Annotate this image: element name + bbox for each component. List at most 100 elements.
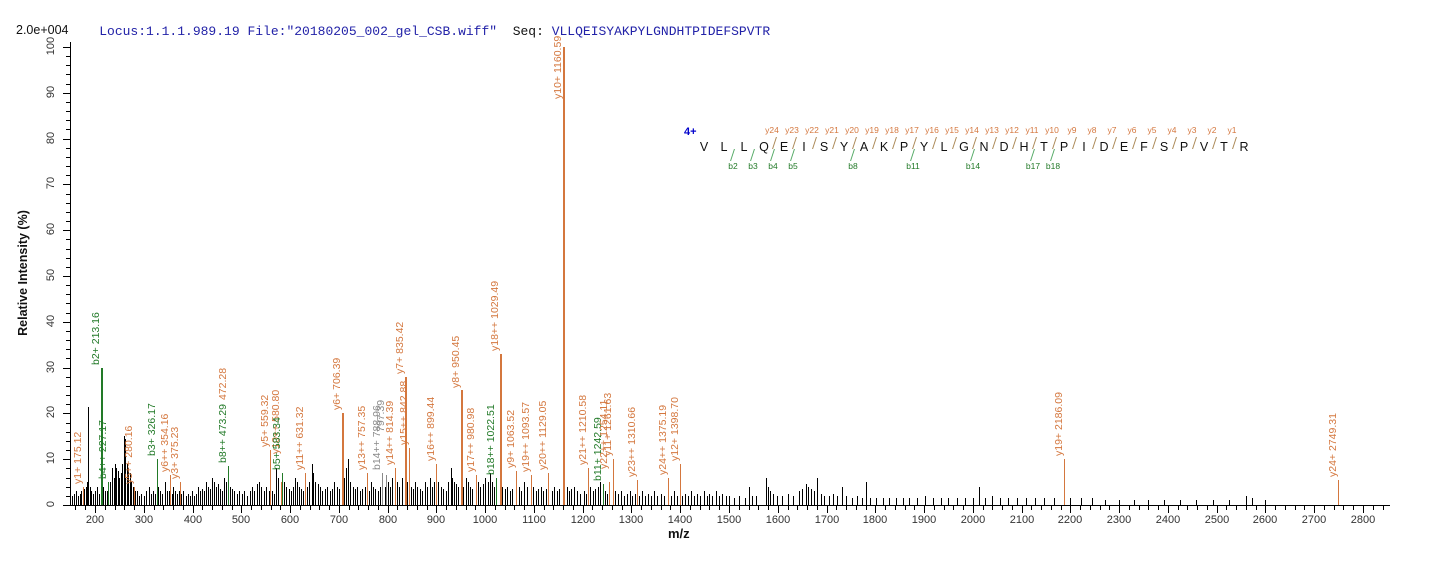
y-ion-label: y19 [865,125,879,135]
noise-peak [312,464,313,505]
y-axis-title: Relative Intensity (%) [16,210,30,336]
noise-peak [492,482,493,505]
x-tick [914,506,915,510]
noise-peak [833,494,834,505]
y-tick-label: 100 [45,36,57,56]
noise-peak [925,496,926,505]
noise-peak [373,487,374,505]
noise-peak [756,496,757,505]
x-tick [1061,506,1062,510]
noise-peak [734,498,735,505]
x-tick [1383,506,1384,510]
noise-peak [842,487,843,505]
x-tick [544,506,545,510]
noise-peak [128,468,129,505]
x-tick [1285,506,1286,510]
peak-label: b4++ 227.17 [97,420,109,480]
residue-letter: H [1019,140,1029,154]
header-line: Locus:1.1.1.989.19 File:"20180205_002_ge… [68,9,770,54]
y-ion-label: y12 [1005,125,1019,135]
y-tick [66,212,70,213]
x-tick [163,506,164,510]
sequence-text: VLLQEISYAKPYLGNDHTPIDEFSPVTR [551,24,771,39]
x-tick [1041,506,1042,510]
x-tick [788,506,789,510]
noise-peak [369,491,370,505]
noise-peak [278,478,279,505]
b-ion-label: b8 [848,161,858,171]
ion-peak [409,448,410,505]
noise-peak [165,482,166,505]
noise-peak [1265,500,1266,505]
noise-peak [390,487,391,505]
peak-label: y18++ 1029.49 [489,280,501,351]
y-ion-label: y11 [1025,125,1039,135]
noise-peak [773,494,774,505]
ion-peak [476,475,477,505]
noise-peak [1246,496,1247,505]
peak-label: y11+ 1261.63 [602,393,614,457]
noise-peak [448,482,449,505]
peak-label: y10+ 1160.59 [552,35,564,99]
y-ion-label: y6 [1127,125,1137,135]
noise-peak [598,487,599,505]
x-tick [505,506,506,510]
peak-label: y24+ 2749.31 [1327,412,1339,477]
noise-peak [149,487,150,505]
y-tick [66,129,70,130]
noise-peak [127,464,128,505]
x-tick [1265,506,1266,513]
noise-peak [125,439,126,505]
x-tick [368,506,369,510]
ion-peak [637,480,638,505]
noise-peak [648,494,649,505]
noise-peak [624,496,625,505]
noise-peak [507,487,508,505]
x-tick [797,506,798,510]
x-tick [670,506,671,510]
x-tick [466,506,467,510]
noise-peak [327,487,328,505]
x-tick [1119,506,1120,513]
noise-peak [777,496,778,505]
x-tick-label: 2100 [1009,514,1035,526]
x-tick [1314,506,1315,513]
ion-peak [170,475,171,505]
b-ion-label: b2 [728,161,738,171]
y-tick [66,478,70,479]
noise-peak [332,489,333,505]
y-tick [66,166,70,167]
x-tick [1226,506,1227,510]
x-tick [251,506,252,510]
x-tick [1295,506,1296,510]
y-tick [66,267,70,268]
noise-peak [91,491,92,505]
noise-peak [309,482,310,505]
x-tick [729,506,730,513]
residue-letter: V [699,140,709,154]
x-tick-label: 2200 [1057,514,1083,526]
y-tick [66,496,70,497]
x-tick [1090,506,1091,510]
intensity-scale-note: 2.0e+004 [16,23,69,37]
residue-letter: T [1040,140,1048,154]
noise-peak [81,491,82,505]
noise-peak [208,487,209,505]
residue-letter: P [899,140,909,154]
noise-peak [677,496,678,505]
x-tick [778,506,779,513]
y-tick [66,111,70,112]
ion-peak [108,482,109,505]
noise-peak [478,482,479,505]
noise-peak [214,482,215,505]
noise-peak [151,494,152,505]
noise-peak [362,489,363,505]
residue-letter: E [779,140,789,154]
residue-letter: Q [759,140,769,154]
ion-peak [405,377,407,505]
b-ion-label: b18 [1045,161,1061,171]
x-tick [1334,506,1335,510]
noise-peak [135,491,136,505]
noise-peak [107,491,108,505]
x-tick [885,506,886,510]
